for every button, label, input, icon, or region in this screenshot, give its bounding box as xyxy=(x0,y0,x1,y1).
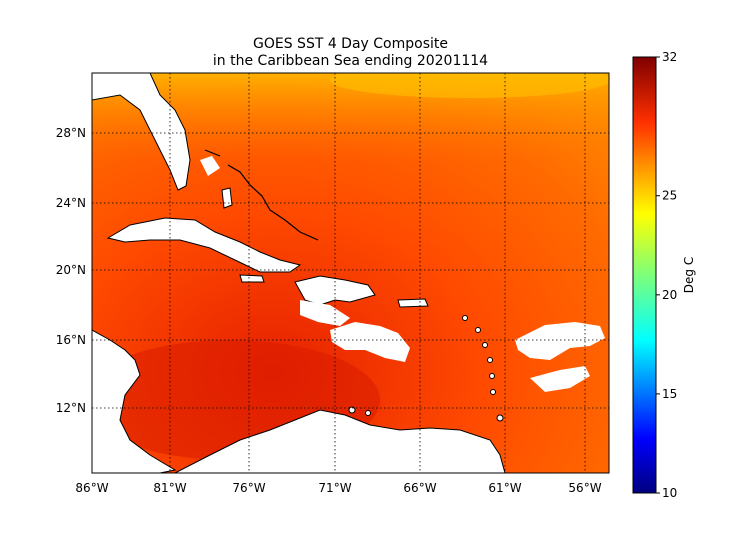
latitude-tick-label: 12°N xyxy=(56,401,86,415)
latitude-tick-label: 28°N xyxy=(56,126,86,140)
cloud-patch-atlantic-south xyxy=(530,366,590,392)
longitude-tick-label: 71°W xyxy=(318,481,351,495)
bahamas-islands xyxy=(204,149,319,241)
puerto-rico-land xyxy=(397,298,429,308)
longitude-tick-label: 81°W xyxy=(153,481,186,495)
latitude-labels: 28°N 24°N 20°N 16°N 12°N xyxy=(56,126,86,415)
lesser-antilles xyxy=(348,315,504,422)
cloud-patch-east-hispaniola xyxy=(330,322,410,362)
latitude-tick-label: 24°N xyxy=(56,196,86,210)
island-marker xyxy=(482,342,488,348)
longitude-tick-label: 66°W xyxy=(403,481,436,495)
island-marker xyxy=(490,389,496,395)
colorbar-tick-label: 20 xyxy=(662,288,677,302)
map-plot-area xyxy=(92,73,609,473)
colorbar xyxy=(632,56,657,494)
map-title-line-2: in the Caribbean Sea ending 20201114 xyxy=(212,53,489,69)
central-america-land xyxy=(92,329,177,473)
land-masses xyxy=(92,73,506,473)
island-marker xyxy=(487,357,493,363)
cuba-land xyxy=(106,217,302,273)
map-frame xyxy=(91,72,610,474)
colorbar-tick-label: 15 xyxy=(662,387,677,401)
latitude-tick-label: 16°N xyxy=(56,333,86,347)
cloud-patch-bahamas xyxy=(200,156,220,176)
andros-land xyxy=(221,187,233,209)
island-marker xyxy=(489,373,495,379)
jamaica-land xyxy=(239,274,265,283)
cloud-patch-south-hispaniola xyxy=(300,300,350,326)
island-marker xyxy=(365,410,371,416)
coolest-water-patch xyxy=(330,73,609,98)
longitude-tick-label: 86°W xyxy=(75,481,108,495)
island-arc xyxy=(204,149,221,157)
island-marker xyxy=(496,414,504,422)
colorbar-tick-label: 25 xyxy=(662,189,677,203)
map-title-line-1: GOES SST 4 Day Composite xyxy=(253,36,448,52)
colorbar-tick-label: 10 xyxy=(662,486,677,500)
longitude-tick-label: 76°W xyxy=(232,481,265,495)
longitude-tick-label: 56°W xyxy=(568,481,601,495)
cloud-mask xyxy=(200,156,605,392)
latitude-tick-label: 20°N xyxy=(56,263,86,277)
florida-land xyxy=(92,73,191,191)
south-america-land xyxy=(174,409,506,473)
island-arc xyxy=(227,164,319,241)
longitude-labels: 86°W 81°W 76°W 71°W 66°W 61°W 56°W xyxy=(75,481,601,495)
island-marker xyxy=(348,406,356,414)
longitude-tick-label: 61°W xyxy=(488,481,521,495)
colorbar-tick-label: 32 xyxy=(662,50,677,64)
island-marker xyxy=(462,315,468,321)
island-marker xyxy=(475,327,481,333)
graticule xyxy=(92,73,609,473)
cloud-patch-atlantic xyxy=(515,322,605,360)
colorbar-label: Deg C xyxy=(682,257,696,293)
colorbar-ticks: 32 25 20 15 10 xyxy=(656,50,677,500)
